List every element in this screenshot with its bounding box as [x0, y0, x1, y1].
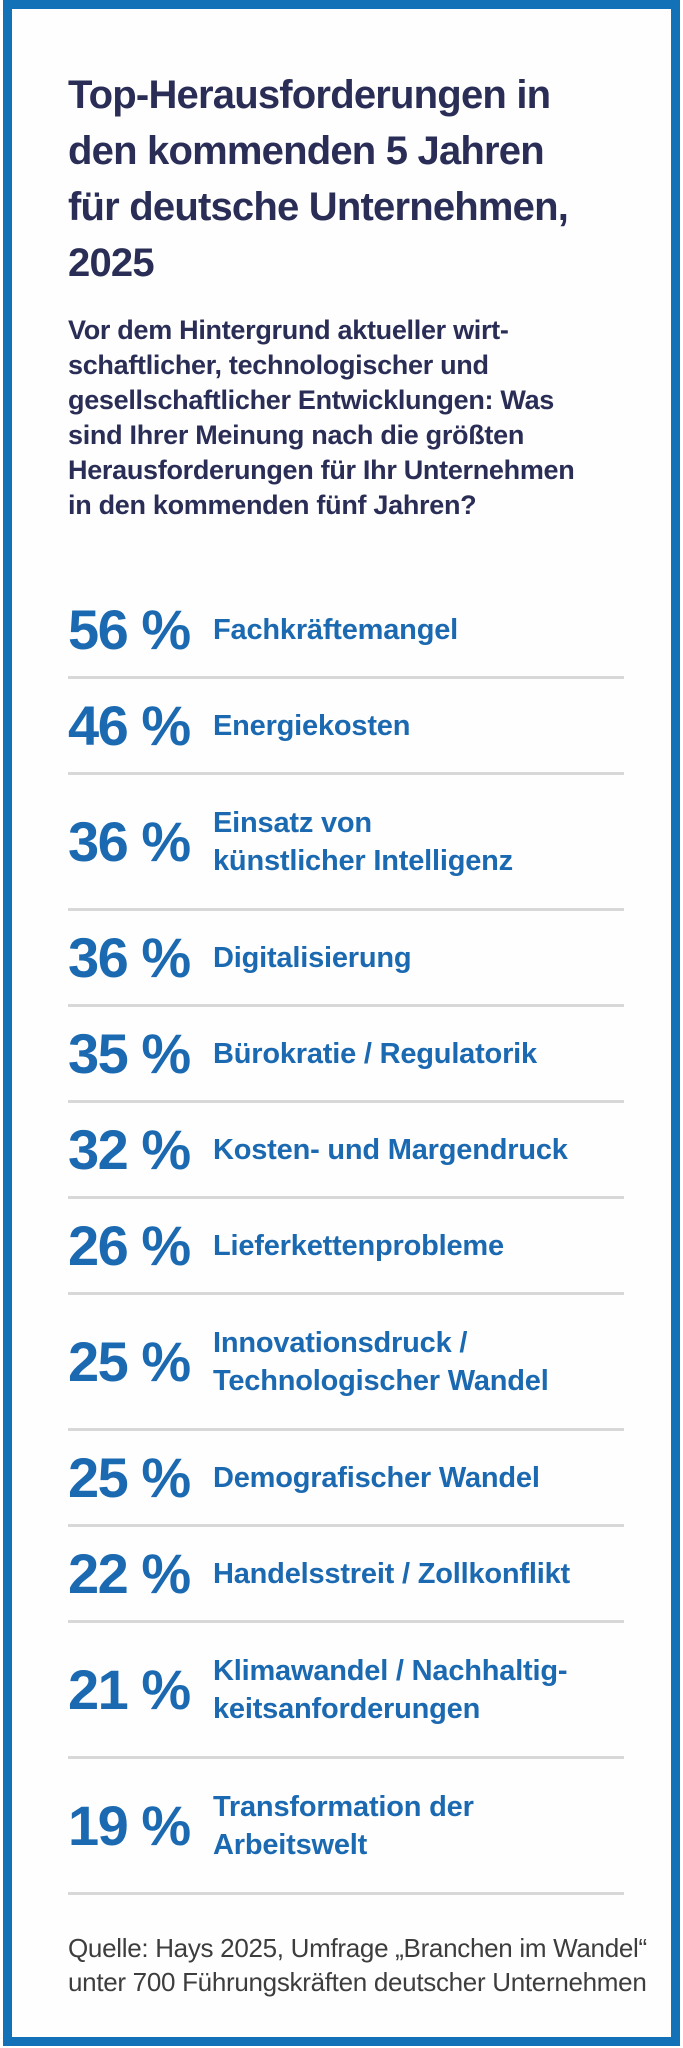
challenge-label-line: Arbeitswelt	[213, 1828, 368, 1861]
challenge-row: 56 % Fachkräftemangel	[68, 583, 624, 679]
challenge-percentage: 21 %	[68, 1657, 191, 1721]
title-line: Top-Herausforderungen in	[68, 73, 551, 117]
source-note-line: unter 700 Führungskräften deutscher Unte…	[68, 1967, 647, 1997]
survey-question-line: Vor dem Hintergrund aktueller wirt-	[68, 315, 509, 345]
challenge-row: 32 % Kosten- und Margendruck	[68, 1103, 624, 1199]
challenge-row: 25 % Innovationsdruck / Technologischer …	[68, 1295, 624, 1431]
challenge-percentage: 36 %	[68, 925, 191, 989]
title-line: für deutsche Unternehmen,	[68, 185, 569, 229]
survey-question-line: schaftlicher, technologischer und	[68, 350, 489, 380]
challenge-label: Digitalisierung	[213, 939, 412, 977]
challenge-label: Klimawandel / Nachhaltig- keitsanforderu…	[213, 1652, 568, 1728]
challenge-percentage: 35 %	[68, 1021, 191, 1085]
challenge-label: Demografischer Wandel	[213, 1459, 540, 1497]
challenge-label-line: Innovationsdruck /	[213, 1326, 468, 1359]
challenge-row: 36 % Digitalisierung	[68, 911, 624, 1007]
challenge-label: Innovationsdruck / Technologischer Wande…	[213, 1324, 549, 1400]
challenge-label-line: Handelsstreit / Zollkonflikt	[213, 1557, 570, 1590]
challenge-percentage: 19 %	[68, 1793, 191, 1857]
title-line: den kommenden 5 Jahren	[68, 129, 545, 173]
challenge-percentage: 25 %	[68, 1445, 191, 1509]
challenge-label: Handelsstreit / Zollkonflikt	[213, 1555, 570, 1593]
challenge-row: 35 % Bürokratie / Regulatorik	[68, 1007, 624, 1103]
challenge-row: 19 % Transformation der Arbeitswelt	[68, 1759, 624, 1895]
source-note-line: Quelle: Hays 2025, Umfrage „Branchen im …	[68, 1933, 647, 1963]
challenge-label-line: Demografischer Wandel	[213, 1461, 540, 1494]
challenge-label-line: Lieferkettenprobleme	[213, 1229, 504, 1262]
survey-question-line: sind Ihrer Meinung nach die größten	[68, 420, 525, 450]
challenge-label-line: Transformation der	[213, 1790, 474, 1823]
challenge-label: Kosten- und Margendruck	[213, 1131, 568, 1169]
challenge-row: 36 % Einsatz von künstlicher Intelligenz	[68, 775, 624, 911]
challenge-percentage: 56 %	[68, 597, 191, 661]
challenge-row: 25 % Demografischer Wandel	[68, 1431, 624, 1527]
survey-question: Vor dem Hintergrund aktueller wirt- scha…	[68, 313, 651, 523]
challenge-label: Bürokratie / Regulatorik	[213, 1035, 537, 1073]
challenge-label-line: Klimawandel / Nachhaltig-	[213, 1654, 568, 1687]
challenge-label-line: künstlicher Intelligenz	[213, 844, 513, 877]
challenge-percentage: 26 %	[68, 1213, 191, 1277]
challenge-label-line: Energiekosten	[213, 709, 411, 742]
challenge-row: 22 % Handelsstreit / Zollkonflikt	[68, 1527, 624, 1623]
challenge-label-line: Einsatz von	[213, 806, 372, 839]
survey-question-line: gesellschaftlicher Entwicklungen: Was	[68, 385, 555, 415]
challenge-percentage: 22 %	[68, 1541, 191, 1605]
challenge-row: 21 % Klimawandel / Nachhaltig- keitsanfo…	[68, 1623, 624, 1759]
infographic-title: Top-Herausforderungen in den kommenden 5…	[68, 67, 651, 291]
challenge-row: 46 % Energiekosten	[68, 679, 624, 775]
challenge-label-line: Digitalisierung	[213, 941, 412, 974]
challenge-label: Einsatz von künstlicher Intelligenz	[213, 804, 513, 880]
survey-question-line: in den kommenden fünf Jahren?	[68, 490, 477, 520]
challenge-percentage: 36 %	[68, 809, 191, 873]
challenge-label-line: keitsanforderungen	[213, 1692, 481, 1725]
challenge-row: 26 % Lieferkettenprobleme	[68, 1199, 624, 1295]
challenge-percentage: 25 %	[68, 1329, 191, 1393]
challenge-label-line: Bürokratie / Regulatorik	[213, 1037, 537, 1070]
challenge-percentage: 46 %	[68, 693, 191, 757]
survey-question-line: Herausforderungen für Ihr Unternehmen	[68, 455, 575, 485]
infographic-card: Top-Herausforderungen in den kommenden 5…	[3, 0, 680, 2046]
challenge-label: Energiekosten	[213, 707, 410, 745]
challenge-label-line: Fachkräftemangel	[213, 613, 458, 646]
challenge-label-line: Technologischer Wandel	[213, 1364, 549, 1397]
title-line: 2025	[68, 241, 155, 285]
challenge-list: 56 % Fachkräftemangel 46 % Energiekosten…	[68, 583, 624, 1895]
challenge-label: Lieferkettenprobleme	[213, 1227, 504, 1265]
challenge-label-line: Kosten- und Margendruck	[213, 1133, 568, 1166]
challenge-percentage: 32 %	[68, 1117, 191, 1181]
challenge-label: Transformation der Arbeitswelt	[213, 1788, 474, 1864]
challenge-label: Fachkräftemangel	[213, 611, 458, 649]
source-note: Quelle: Hays 2025, Umfrage „Branchen im …	[68, 1931, 651, 1999]
